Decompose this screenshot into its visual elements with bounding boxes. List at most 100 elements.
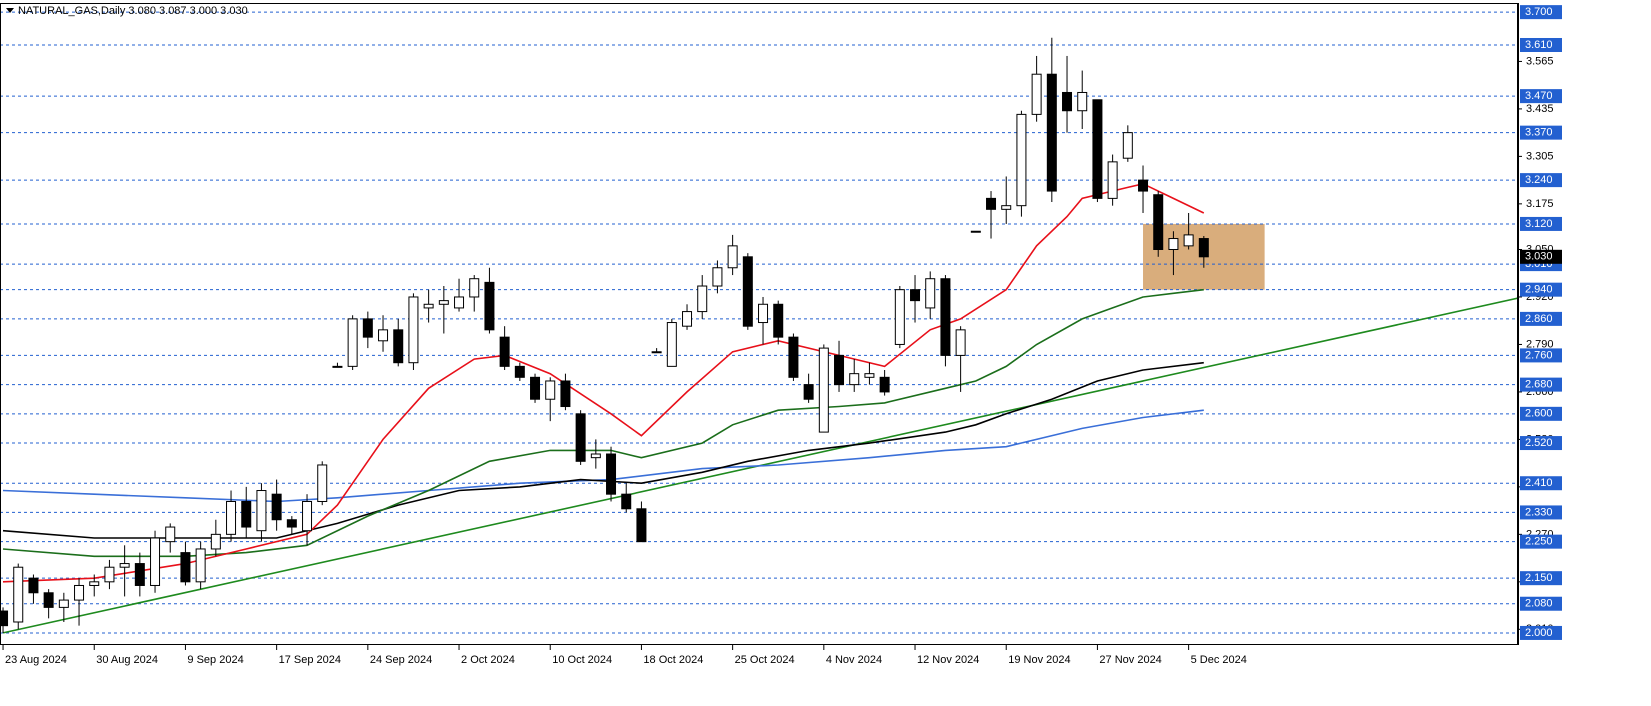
candle-body: [454, 296, 465, 309]
candle-body: [317, 464, 328, 502]
level-label: 2.000: [1525, 627, 1553, 639]
level-label-bg: [1520, 625, 1562, 640]
candle-body: [651, 351, 662, 354]
candle-body: [773, 303, 784, 338]
candle-body: [1198, 238, 1209, 258]
candle-body: [1183, 234, 1194, 247]
candle-body: [302, 500, 313, 532]
x-tick-label: 25 Oct 2024: [735, 654, 795, 666]
overlay-line: [2, 361, 1204, 539]
candle-body: [621, 493, 632, 510]
y-tick-label: 3.435: [1526, 103, 1554, 115]
candle-body: [606, 453, 617, 495]
candle-body: [1092, 99, 1103, 199]
candle-body: [727, 245, 738, 269]
plot: [1, 11, 1517, 634]
candle-body: [864, 373, 875, 378]
candle-body: [423, 303, 434, 309]
level-label: 3.240: [1525, 174, 1553, 186]
level-label: 2.600: [1525, 408, 1553, 420]
x-tick-label: 17 Sep 2024: [279, 654, 341, 666]
level-label: 3.120: [1525, 218, 1553, 230]
candle-body: [575, 413, 586, 462]
candle-body: [940, 278, 951, 356]
overlay-line: [2, 182, 1205, 583]
level-label: 2.330: [1525, 506, 1553, 518]
candle-body: [1062, 91, 1073, 112]
level-label: 2.760: [1525, 349, 1553, 361]
level-label-bg: [1520, 5, 1562, 20]
candle-body: [1168, 238, 1179, 251]
candle-body: [195, 548, 206, 583]
candle-body: [1046, 73, 1057, 192]
candle-body: [1077, 91, 1088, 112]
candle-body: [256, 490, 267, 532]
candle-body: [362, 318, 373, 338]
candle-body: [590, 453, 601, 459]
x-tick-label: 2 Oct 2024: [461, 654, 515, 666]
candle-body: [1107, 161, 1118, 199]
candle-body: [119, 563, 130, 568]
level-label-bg: [1520, 436, 1562, 451]
candle-body: [210, 533, 221, 550]
candle-body: [1138, 179, 1149, 192]
x-tick-label: 10 Oct 2024: [552, 654, 612, 666]
candle-body: [818, 347, 829, 433]
candle-body: [1001, 205, 1012, 210]
candle-body: [332, 365, 343, 368]
candle-body: [484, 281, 495, 331]
level-label: 3.610: [1525, 39, 1553, 51]
level-label: 2.860: [1525, 313, 1553, 325]
y-tick-label: 2.790: [1526, 338, 1554, 350]
candle-body: [165, 526, 176, 543]
level-label-bg: [1520, 89, 1562, 104]
level-label-bg: [1520, 505, 1562, 520]
candle-body: [13, 566, 24, 623]
candle-body: [560, 380, 571, 408]
candle-body: [28, 577, 39, 594]
candle-body: [43, 592, 54, 608]
candle-body: [469, 278, 480, 298]
y-tick-label: 3.175: [1526, 198, 1554, 210]
candle-body: [347, 318, 358, 367]
candle-body: [712, 267, 723, 287]
candle-body: [226, 500, 237, 535]
candle-body: [89, 581, 100, 586]
candle-body: [742, 256, 753, 327]
candle-body: [803, 384, 814, 400]
candle-body: [286, 519, 297, 528]
plot-frame: [0, 3, 1518, 645]
candle-body: [910, 289, 921, 302]
candle-body: [697, 285, 708, 313]
x-tick-label: 27 Nov 2024: [1099, 654, 1161, 666]
level-label-bg: [1520, 125, 1562, 140]
candle-body: [393, 329, 404, 364]
menu-arrow[interactable]: [6, 8, 14, 13]
candle-body: [545, 380, 556, 400]
candle-body: [834, 354, 845, 386]
x-tick-label: 4 Nov 2024: [826, 654, 882, 666]
candle-body: [1031, 73, 1042, 115]
last-price-label: 3.030: [1525, 251, 1553, 263]
candle-body: [1, 610, 9, 627]
candle-body: [378, 329, 389, 342]
level-label-bg: [1520, 311, 1562, 326]
x-tick-label: 5 Dec 2024: [1191, 654, 1247, 666]
x-tick-label: 18 Oct 2024: [643, 654, 703, 666]
candle-body: [58, 599, 69, 608]
candle-body: [1122, 132, 1133, 159]
candle-body: [879, 376, 890, 393]
candle-body: [438, 300, 449, 305]
candle-body: [894, 289, 905, 345]
candle-body: [758, 303, 769, 324]
candle-body: [849, 373, 860, 386]
candle-body: [788, 336, 799, 378]
candle-body: [241, 500, 252, 528]
x-tick-label: 12 Nov 2024: [917, 654, 979, 666]
level-label-bg: [1520, 216, 1562, 231]
level-label-bg: [1520, 476, 1562, 491]
candle-body: [150, 537, 161, 586]
candle-body: [271, 493, 282, 521]
level-label: 2.940: [1525, 284, 1553, 296]
candle-body: [104, 566, 115, 583]
